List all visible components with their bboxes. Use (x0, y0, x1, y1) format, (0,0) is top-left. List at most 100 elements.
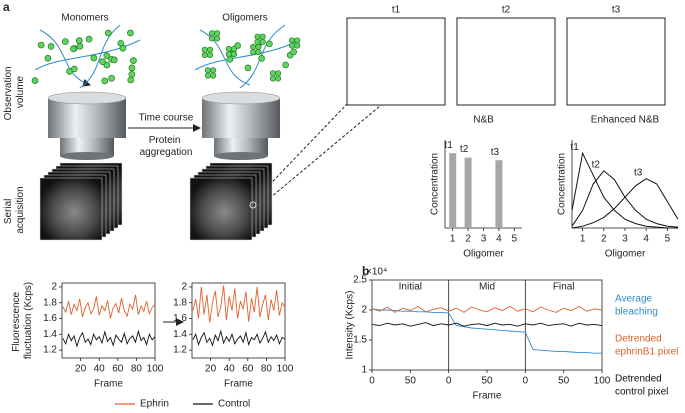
molecule (127, 76, 135, 84)
molecule (259, 38, 266, 45)
y-tick-label: 1 (361, 365, 367, 376)
molecule (259, 33, 266, 40)
pixel-marker (249, 201, 257, 209)
y-tick-label: 1.8 (43, 297, 57, 308)
molecule (208, 30, 216, 37)
molecule (230, 51, 238, 58)
x-tick-label: 80 (261, 364, 273, 375)
y-tick-label: 1.5 (353, 335, 367, 346)
axis-exponent: ×10⁴ (366, 267, 387, 278)
monomers-label: Monomers (61, 13, 108, 24)
panel-label: a (3, 0, 10, 14)
bar-label: t3 (491, 147, 500, 158)
series-line (571, 178, 679, 229)
molecule (104, 29, 112, 37)
legend-label: Average bleaching (615, 293, 658, 317)
curve-label: t2 (592, 159, 601, 170)
molecule (75, 37, 83, 44)
x-tick-label: 2 (601, 234, 607, 245)
molecule (282, 61, 289, 69)
molecule (210, 72, 217, 79)
legend-label: Detrended control pixel (615, 373, 668, 397)
molecule (255, 49, 262, 56)
axes (571, 140, 678, 229)
plot-frame (61, 282, 156, 359)
molecule (225, 51, 232, 58)
y-tick-label: 1.4 (173, 329, 187, 340)
molecule (294, 42, 301, 49)
y-tick-label: 2 (181, 282, 187, 293)
x-axis-label: Frame (224, 379, 253, 390)
molecule (108, 74, 115, 82)
flow-lines (34, 24, 301, 89)
x-tick-label: 50 (558, 376, 570, 387)
y-tick-label: 2.5 (353, 275, 367, 286)
arrow-label: Time course (139, 113, 194, 124)
snapshot-label: t2 (502, 5, 511, 16)
x-tick-label: 20 (205, 364, 217, 375)
y-tick-label: 1.4 (43, 329, 57, 340)
x-tick-label: 100 (594, 376, 611, 387)
molecule (99, 58, 106, 66)
curve-label: t1 (570, 142, 579, 153)
y-tick-label: 1.6 (43, 313, 57, 324)
y-tick-label: 1.2 (43, 345, 57, 356)
series-line (192, 329, 286, 347)
x-tick-label: 2 (465, 234, 471, 245)
molecule (127, 29, 134, 37)
x-tick-label: 0 (523, 376, 529, 387)
row-label: Serial acquisition (3, 186, 26, 233)
micrograph (189, 177, 253, 241)
x-tick-label: 40 (224, 364, 236, 375)
x-tick-label: 50 (405, 376, 417, 387)
x-axis-label: Oligomer (463, 249, 504, 260)
snapshot-box (346, 17, 446, 106)
molecule (70, 65, 78, 73)
molecule (62, 38, 69, 45)
series-line (571, 151, 678, 229)
molecule (119, 44, 127, 52)
chart-title: Enhanced N&B (591, 115, 660, 126)
molecule (294, 37, 301, 44)
x-tick-label: 100 (277, 364, 294, 375)
x-tick-label: 5 (512, 234, 518, 245)
molecule (266, 40, 273, 48)
x-tick-label: 4 (496, 234, 502, 245)
molecule (250, 49, 257, 56)
legend-label: Control (218, 399, 250, 410)
snapshot-label: t1 (392, 5, 401, 16)
x-tick-label: 0 (446, 376, 452, 387)
x-axis-label: Oligomer (605, 249, 646, 260)
snapshot-box (566, 17, 666, 106)
y-axis-label: Concentration (557, 153, 568, 215)
curve-label: t3 (634, 167, 643, 178)
molecule (214, 35, 221, 42)
decoration (31, 21, 658, 241)
series-line (371, 305, 603, 313)
molecule (37, 41, 45, 49)
x-axis-label: Frame (94, 379, 123, 390)
molecule (31, 77, 39, 84)
molecule (254, 33, 261, 40)
molecule (269, 75, 276, 82)
molecule (275, 70, 282, 77)
molecule (204, 72, 212, 79)
molecule (128, 64, 136, 72)
molecule (288, 42, 296, 49)
x-tick-label: 50 (481, 376, 493, 387)
segment-label: Final (553, 282, 575, 293)
bar (495, 160, 503, 228)
molecule (254, 38, 261, 45)
molecule (250, 43, 257, 50)
molecule (103, 52, 111, 60)
bar (449, 153, 457, 228)
molecule (44, 54, 52, 62)
y-tick-label: 1.2 (173, 345, 187, 356)
molecule (110, 56, 118, 64)
molecule (288, 37, 296, 44)
x-tick-label: 80 (131, 364, 143, 375)
zoom-line (257, 105, 381, 209)
y-tick-label: 2 (361, 305, 367, 316)
molecule (225, 45, 232, 53)
